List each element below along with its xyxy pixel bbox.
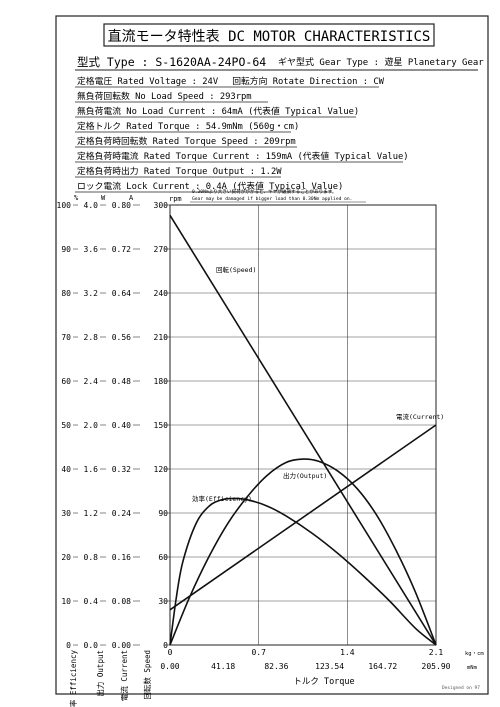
y-tick-label-eff: 30 [61,509,71,518]
spec-rated-torque-current: 定格負荷時電流 Rated Torque Current : 159mA (代表… [77,150,409,162]
grid-lines [170,205,436,645]
y-tick-label-out: 1.6 [84,465,99,474]
current-curve [169,424,437,611]
x-axis-label: トルク Torque [293,677,354,687]
y-tick-label-spd: 60 [158,553,168,562]
y-axis-labels: 効率 Efficiency 出力 Output 電流 Current 回転数 S… [68,650,152,707]
sheet-border [55,15,489,695]
curves [169,214,437,646]
y-tick-label-cur: 0.24 [112,509,131,518]
y-tick-label-cur: 0.32 [112,465,131,474]
y-tick-label-spd: 150 [154,421,169,430]
y-tick-label-out: 1.2 [84,509,99,518]
x-tick-label-mnm: 82.36 [264,662,288,671]
y-tick-label-cur: 0.40 [112,421,131,430]
designed-by: Designed on 97 [442,685,480,691]
y-tick-label-cur: 0.64 [112,289,131,298]
spec-lock-current: ロック電流 Lock Current : 0.4A (代表値 Typical V… [77,180,343,192]
y-tick-label-out: 2.0 [84,421,99,430]
efficiency-curve [169,497,437,646]
y-label-current: 電流 Current [119,650,129,701]
x-axis-ticks: 0 0.7 1.4 2.1 0.00 41.18 82.36 123.54 164.72 205.… [160,648,450,671]
y-tick-label-cur: 0.80 [112,201,131,210]
series-labels: 回転(Speed) 電流(Current) 出力(Output) 効率(Effi… [192,266,444,503]
x-tick-label-mnm: 0.00 [160,662,179,671]
y-tick-label-cur: 0.72 [112,245,131,254]
current-curve-label: 電流(Current) [396,412,444,421]
page-title: 直流モータ特性表 DC MOTOR CHARACTERISTICS [108,28,431,45]
y-tick-label-out: 0.4 [84,597,99,606]
y-tick-label-cur: 0.48 [112,377,131,386]
unit-out: W [101,194,106,202]
spec-rated-torque: 定格トルク Rated Torque : 54.9mNm (560g・cm) [77,120,299,132]
x-tick-label-kgcm: 2.1 [429,648,444,657]
y-tick-label-eff: 70 [61,333,71,342]
y-tick-label-spd: 90 [158,509,168,518]
y-tick-label-eff: 40 [61,465,71,474]
speed-curve [169,214,437,646]
output-curve-label: 出力(Output) [283,471,327,480]
y-tick-label-spd: 0 [163,641,168,650]
y-tick-label-cur: 0.16 [112,553,131,562]
y-tick-label-out: 2.8 [84,333,99,342]
y-tick-label-eff: 60 [61,377,71,386]
gear-warning-jp: 0.30Nmより大きい負荷がかかると、ギヤが破損することがあります。 [192,188,337,195]
output-curve [169,458,437,646]
y-tick-label-out: 2.4 [84,377,99,386]
gear-warning-en: Gear may be damaged if bigger load than … [192,196,352,202]
y-tick-label-eff: 80 [61,289,71,298]
y-tick-label-cur: 0.00 [112,641,131,650]
spec-no-load-speed: 無負荷回転数 No Load Speed : 293rpm [77,90,252,102]
y-tick-label-spd: 240 [154,289,169,298]
x-tick-label-kgcm: 0 [168,648,173,657]
plot-area: 0 10 20 30 40 50 60 70 80 90 100 0.0 0.4 0.8 1.2 1.6 2.0… [57,201,451,671]
y-tick-label-spd: 300 [154,201,169,210]
y-tick-label-cur: 0.56 [112,333,131,342]
y-tick-label-eff: 10 [61,597,71,606]
x-tick-label-mnm: 123.54 [315,662,344,671]
spec-no-load-current: 無負荷電流 No Load Current : 64mA (代表値 Typica… [77,105,359,117]
axis-units: % W A rpm [74,194,182,203]
speed-curve-label: 回転(Speed) [216,266,256,274]
y-tick-label-spd: 270 [154,245,169,254]
y-tick-label-cur: 0.08 [112,597,131,606]
title-box [103,23,435,47]
model-line: 型式 Type : S-1620AA-24PO-64 [77,55,266,69]
y-tick-label-eff: 0 [66,641,71,650]
unit-eff: % [74,194,79,202]
y-tick-label-eff: 100 [57,201,72,210]
x-tick-label-mnm: 205.90 [422,662,451,671]
unit-spd: rpm [169,195,182,203]
gear-line: ギヤ型式 Gear Type : 遊星 Planetary Gear [278,56,484,68]
x-tick-label-mnm: 164.72 [368,662,397,671]
y-tick-label-out: 0.0 [84,641,99,650]
spec-rated-torque-output: 定格負荷時出力 Rated Torque Output : 1.2W [77,165,282,177]
y-tick-label-eff: 90 [61,245,71,254]
x-tick-label-kgcm: 1.4 [340,648,355,657]
y-label-speed: 回転数 Speed [142,650,152,700]
y-label-efficiency: 効率 Efficiency [68,650,78,707]
y-tick-label-spd: 30 [158,597,168,606]
y-tick-label-spd: 120 [154,465,169,474]
y-label-output: 出力 Output [95,650,105,697]
y-tick-label-eff: 50 [61,421,71,430]
x-tick-label-mnm: 41.18 [211,662,235,671]
y-tick-label-out: 3.6 [84,245,99,254]
x-unit-mnm: mNm [467,665,478,671]
spec-list: 定格電圧 Rated Voltage : 24V 回転方向 Rotate Dir… [75,75,409,193]
y-axes-ticks: 0 10 20 30 40 50 60 70 80 90 100 0.0 0.4 0.8 1.2 1.6 2.0… [57,201,170,650]
y-tick-label-out: 0.8 [84,553,99,562]
spec-rated-voltage: 定格電圧 Rated Voltage : 24V 回転方向 Rotate Dir… [77,75,385,87]
unit-cur: A [129,194,134,202]
y-tick-label-eff: 20 [61,553,71,562]
efficiency-curve-label: 効率(Efficiency) [192,494,252,503]
spec-rated-torque-speed: 定格負荷時回転数 Rated Torque Speed : 209rpm [77,135,296,147]
x-unit-kgcm: kg・cm [465,651,484,657]
y-tick-label-out: 4.0 [84,201,99,210]
y-tick-label-spd: 180 [154,377,169,386]
y-tick-label-out: 3.2 [84,289,99,298]
x-tick-label-kgcm: 0.7 [251,648,266,657]
y-tick-label-spd: 210 [154,333,169,342]
